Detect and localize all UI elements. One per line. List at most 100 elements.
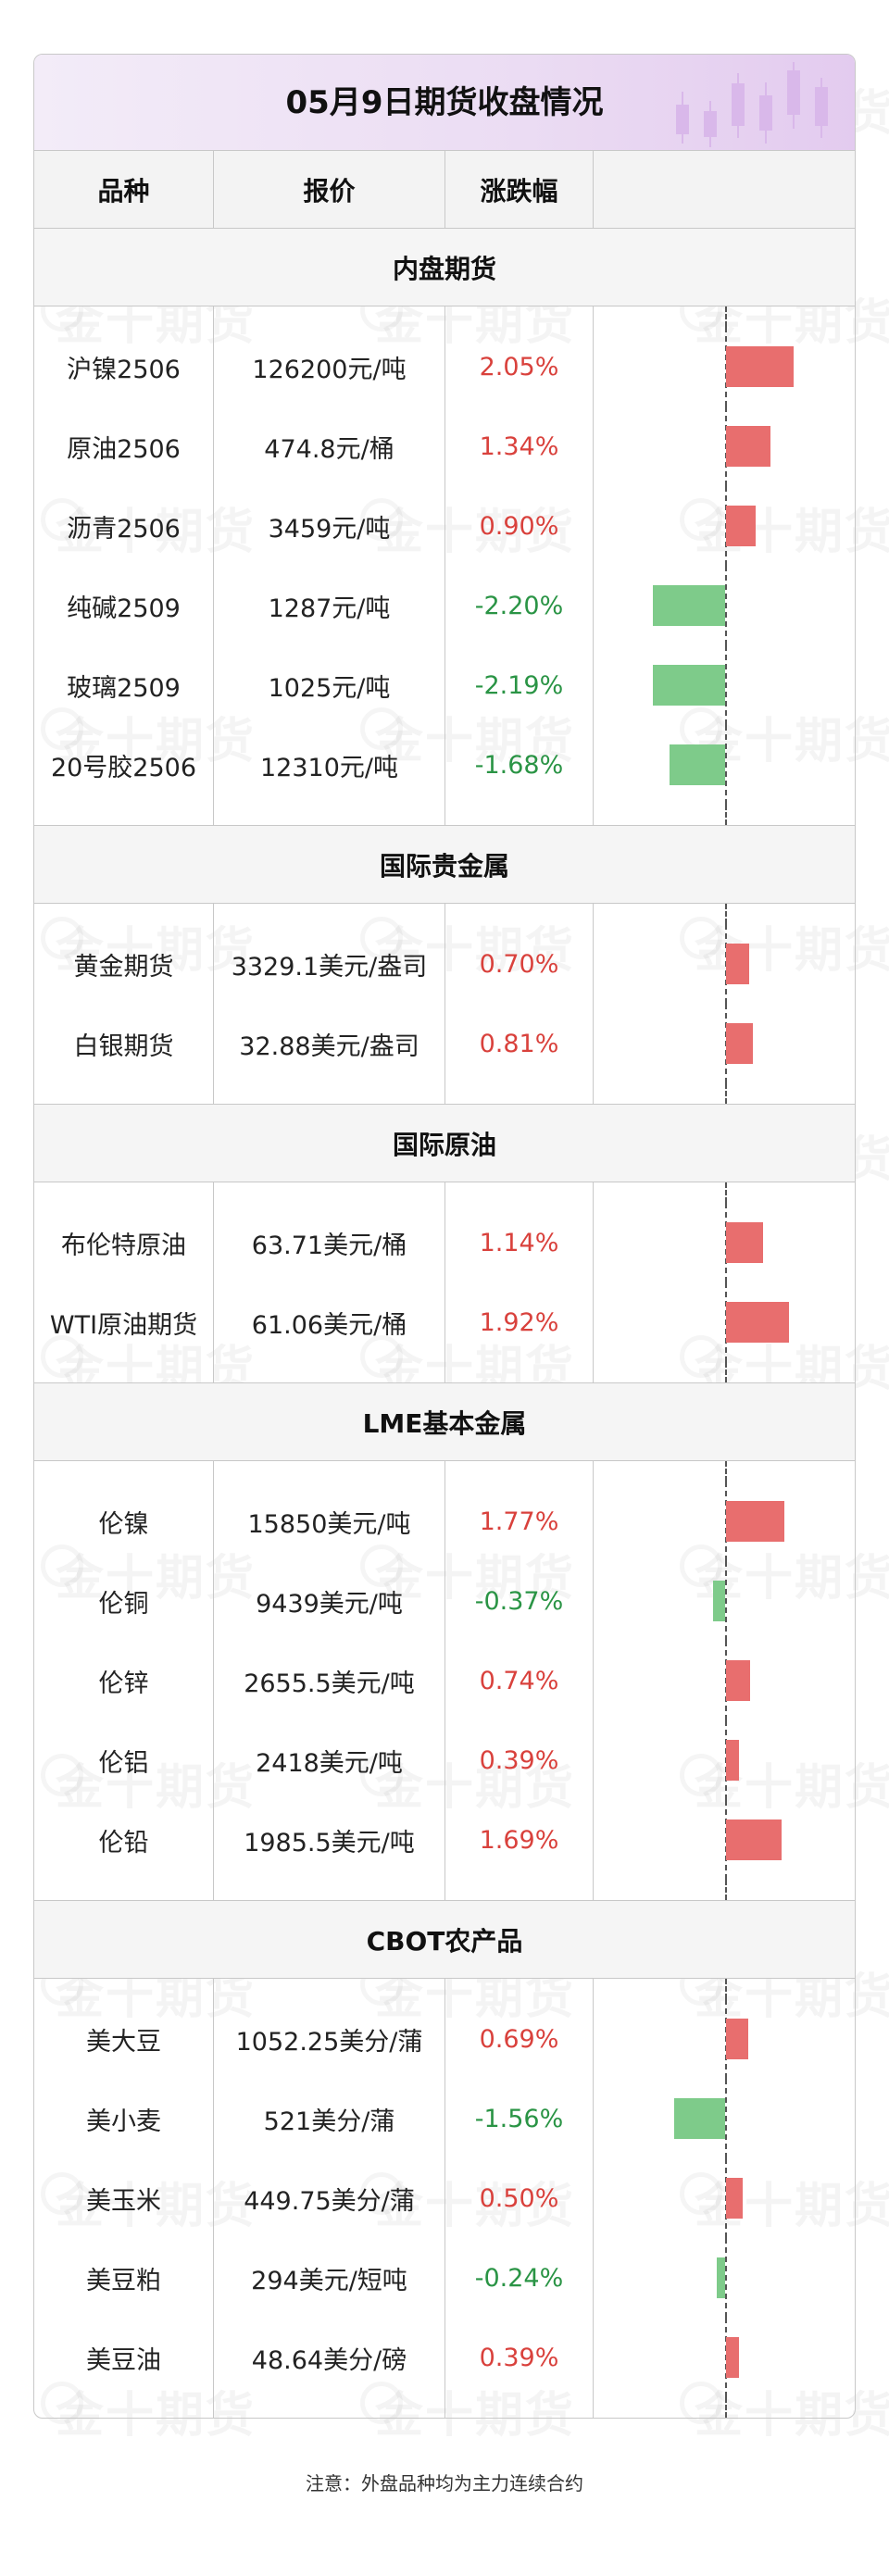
table-row: 20号胶2506 12310元/吨 -1.68%	[34, 725, 855, 805]
section-body: 美大豆 1052.25美分/蒲 0.69% 美小麦 521美分/蒲 -1.56% 美玉米 44…	[34, 1979, 855, 2418]
title-bar: 05月9日期货收盘情况	[34, 55, 855, 151]
padding-cell	[34, 805, 214, 825]
change-bar-cell	[594, 1282, 855, 1362]
section-padding	[34, 1461, 855, 1482]
commodity-name: 布伦特原油	[34, 1203, 214, 1282]
padding-cell	[594, 805, 855, 825]
change-bar-cell	[594, 1004, 855, 1083]
commodity-name: 伦镍	[34, 1482, 214, 1561]
change-bar	[717, 2257, 725, 2298]
commodity-price: 1025元/吨	[214, 645, 445, 725]
padding-cell	[445, 2397, 594, 2418]
column-header-row: 品种 报价 涨跌幅	[34, 151, 855, 229]
padding-cell	[594, 306, 855, 327]
change-bar-cell	[594, 1641, 855, 1720]
zero-axis	[725, 2238, 727, 2318]
table-row: 美小麦 521美分/蒲 -1.56%	[34, 2079, 855, 2158]
padding-cell	[34, 1362, 214, 1382]
change-bar	[653, 585, 725, 626]
table-row: 伦锌 2655.5美元/吨 0.74%	[34, 1641, 855, 1720]
table-row: 伦铜 9439美元/吨 -0.37%	[34, 1561, 855, 1641]
zero-axis	[725, 2397, 727, 2418]
commodity-name: 白银期货	[34, 1004, 214, 1083]
section-padding	[34, 1362, 855, 1382]
section-body: 布伦特原油 63.71美元/桶 1.14% WTI原油期货 61.06美元/桶 1.92%	[34, 1182, 855, 1383]
padding-cell	[34, 1182, 214, 1203]
padding-cell	[594, 1880, 855, 1900]
commodity-change: -0.37%	[445, 1561, 594, 1641]
change-bar	[726, 944, 749, 984]
zero-axis	[725, 306, 727, 327]
zero-axis	[725, 645, 727, 725]
commodity-name: 沪镍2506	[34, 327, 214, 406]
padding-cell	[445, 1880, 594, 1900]
change-bar-cell	[594, 1800, 855, 1880]
padding-cell	[214, 1083, 445, 1104]
change-bar-cell	[594, 2158, 855, 2238]
commodity-name: 20号胶2506	[34, 725, 214, 805]
section-padding	[34, 904, 855, 924]
commodity-change: 0.39%	[445, 1720, 594, 1800]
commodity-change: 0.50%	[445, 2158, 594, 2238]
commodity-price: 12310元/吨	[214, 725, 445, 805]
padding-cell	[445, 1362, 594, 1382]
padding-cell	[214, 1461, 445, 1482]
padding-cell	[594, 1979, 855, 1999]
zero-axis	[725, 725, 727, 805]
column-header-chart	[594, 151, 855, 228]
table-row: 沪镍2506 126200元/吨 2.05%	[34, 327, 855, 406]
change-bar	[653, 665, 725, 706]
change-bar-cell	[594, 2079, 855, 2158]
section-padding	[34, 1880, 855, 1900]
commodity-name: 美小麦	[34, 2079, 214, 2158]
column-header-price: 报价	[214, 151, 445, 228]
change-bar-cell	[594, 1482, 855, 1561]
commodity-price: 48.64美分/磅	[214, 2318, 445, 2397]
commodity-price: 1287元/吨	[214, 566, 445, 645]
commodity-change: -2.20%	[445, 566, 594, 645]
change-bar	[726, 1660, 751, 1701]
zero-axis	[725, 1461, 727, 1482]
commodity-change: 0.69%	[445, 1999, 594, 2079]
commodity-change: -2.19%	[445, 645, 594, 725]
change-bar	[670, 744, 725, 785]
change-bar	[712, 1581, 725, 1621]
commodity-price: 2418美元/吨	[214, 1720, 445, 1800]
section-header: CBOT农产品	[34, 1901, 855, 1979]
table-row: 沥青2506 3459元/吨 0.90%	[34, 486, 855, 566]
padding-cell	[594, 1083, 855, 1104]
candlestick-decoration-icon	[676, 62, 828, 147]
commodity-change: 1.14%	[445, 1203, 594, 1282]
commodity-change: 0.74%	[445, 1641, 594, 1720]
commodity-change: -0.24%	[445, 2238, 594, 2318]
commodity-name: 美豆粕	[34, 2238, 214, 2318]
commodity-price: 32.88美元/盎司	[214, 1004, 445, 1083]
commodity-name: WTI原油期货	[34, 1282, 214, 1362]
section-padding	[34, 306, 855, 327]
zero-axis	[725, 1182, 727, 1203]
change-bar	[726, 2019, 749, 2059]
column-header-name: 品种	[34, 151, 214, 228]
padding-cell	[34, 1880, 214, 1900]
zero-axis	[725, 1561, 727, 1641]
padding-cell	[594, 2397, 855, 2418]
section-padding	[34, 1083, 855, 1104]
change-bar-cell	[594, 327, 855, 406]
change-bar-cell	[594, 486, 855, 566]
zero-axis	[725, 1880, 727, 1900]
padding-cell	[34, 1461, 214, 1482]
padding-cell	[214, 1979, 445, 1999]
change-bar-cell	[594, 2318, 855, 2397]
section-header: 国际原油	[34, 1105, 855, 1182]
zero-axis	[725, 2079, 727, 2158]
padding-cell	[445, 1182, 594, 1203]
table-row: 纯碱2509 1287元/吨 -2.20%	[34, 566, 855, 645]
commodity-change: 1.34%	[445, 406, 594, 486]
change-bar-cell	[594, 406, 855, 486]
table-row: 黄金期货 3329.1美元/盎司 0.70%	[34, 924, 855, 1004]
padding-cell	[214, 306, 445, 327]
zero-axis	[725, 1979, 727, 1999]
table-row: 美豆油 48.64美分/磅 0.39%	[34, 2318, 855, 2397]
table-row: 美豆粕 294美元/短吨 -0.24%	[34, 2238, 855, 2318]
table-row: 原油2506 474.8元/桶 1.34%	[34, 406, 855, 486]
